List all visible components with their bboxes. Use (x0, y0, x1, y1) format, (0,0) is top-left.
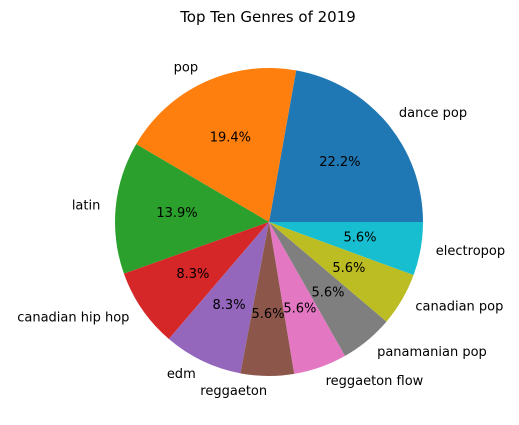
pie-slice-panamanian-pop (269, 222, 387, 356)
category-label-dance-pop: dance pop (399, 106, 467, 121)
pie-slice-reggaeton-flow (269, 222, 346, 374)
chart-title: Top Ten Genres of 2019 (179, 8, 356, 26)
pie-slice-dance-pop (269, 70, 423, 222)
category-label-electropop: electropop (436, 244, 505, 259)
pie-slice-reggaeton (240, 222, 295, 376)
percent-label-edm: 8.3% (213, 298, 246, 313)
category-label-panamanian-pop: panamanian pop (377, 345, 487, 360)
percent-label-canadian-hip-hop: 8.3% (176, 267, 209, 282)
category-label-reggaeton-flow: reggaeton flow (326, 374, 424, 389)
percent-label-reggaeton: 5.6% (251, 307, 284, 322)
category-label-canadian-hip-hop: canadian hip hop (17, 311, 129, 326)
pie-slice-canadian-pop (269, 222, 414, 322)
category-label-reggaeton: reggaeton (200, 384, 267, 399)
pie-slice-edm (168, 222, 269, 374)
pie-slice-canadian-hip-hop (123, 222, 269, 340)
percent-label-dance-pop: 22.2% (319, 155, 360, 170)
pie-slice-pop (136, 68, 297, 223)
category-label-edm: edm (167, 367, 196, 382)
percent-label-latin: 13.9% (156, 206, 197, 221)
pie-slice-latin (115, 144, 269, 274)
percent-label-electropop: 5.6% (343, 231, 376, 246)
percent-label-panamanian-pop: 5.6% (311, 286, 344, 301)
percent-label-pop: 19.4% (210, 131, 251, 146)
pie-slice-electropop (269, 222, 423, 276)
percent-labels: 22.2%19.4%13.9%8.3%8.3%5.6%5.6%5.6%5.6%5… (156, 131, 376, 322)
category-label-pop: pop (174, 61, 198, 76)
category-label-canadian-pop: canadian pop (415, 300, 503, 315)
pie-slices (115, 68, 423, 376)
percent-label-canadian-pop: 5.6% (332, 261, 365, 276)
percent-label-reggaeton-flow: 5.6% (283, 302, 316, 317)
category-label-latin: latin (72, 199, 101, 214)
